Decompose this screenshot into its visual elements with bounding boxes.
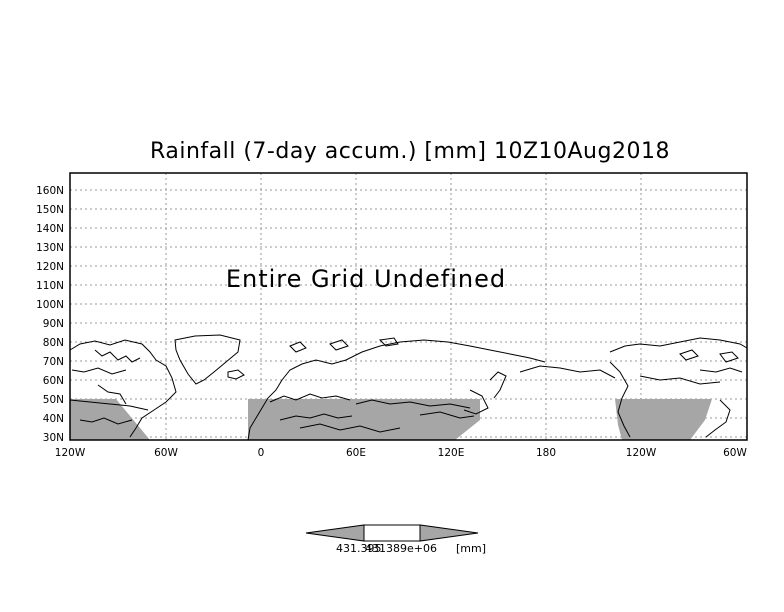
colorbar-center-box <box>363 524 421 542</box>
latitude-labels: 160N 150N 140N 130N 120N 110N 100N 90N 8… <box>36 185 64 444</box>
lat-label: 130N <box>36 242 64 254</box>
undefined-grid-message: Entire Grid Undefined <box>226 265 506 293</box>
colorbar-unit-label: [mm] <box>456 542 487 555</box>
lon-label: 180 <box>536 447 556 459</box>
lon-label: 60E <box>346 447 366 459</box>
lon-label: 120W <box>626 447 657 459</box>
lat-label: 110N <box>36 280 64 292</box>
lon-label: 60W <box>154 447 178 459</box>
colorbar <box>305 524 479 542</box>
lat-label: 160N <box>36 185 64 197</box>
map-frame <box>69 172 748 441</box>
lon-label: 120W <box>55 447 86 459</box>
colorbar-left-arrow <box>305 524 365 542</box>
lat-label: 120N <box>36 261 64 273</box>
lon-label: 120E <box>438 447 465 459</box>
lat-label: 150N <box>36 204 64 216</box>
lon-label: 0 <box>258 447 265 459</box>
lat-label: 30N <box>43 432 64 444</box>
colorbar-low-label: 431.395 <box>336 542 382 555</box>
map-title: Rainfall (7-day accum.) [mm] 10Z10Aug201… <box>150 139 670 164</box>
colorbar-high-label: 431389e+06 <box>365 542 437 555</box>
coastlines <box>69 334 748 441</box>
shaded-land <box>70 399 712 440</box>
lat-label: 40N <box>43 413 64 425</box>
lat-label: 100N <box>36 299 64 311</box>
lat-label: 80N <box>43 337 64 349</box>
lon-label: 60W <box>723 447 747 459</box>
lat-label: 60N <box>43 375 64 387</box>
lat-label: 50N <box>43 394 64 406</box>
longitude-labels: 120W 60W 0 60E 120E 180 120W 60W <box>55 447 748 459</box>
lat-label: 140N <box>36 223 64 235</box>
lat-label: 70N <box>43 356 64 368</box>
lat-label: 90N <box>43 318 64 330</box>
colorbar-right-arrow <box>419 524 479 542</box>
